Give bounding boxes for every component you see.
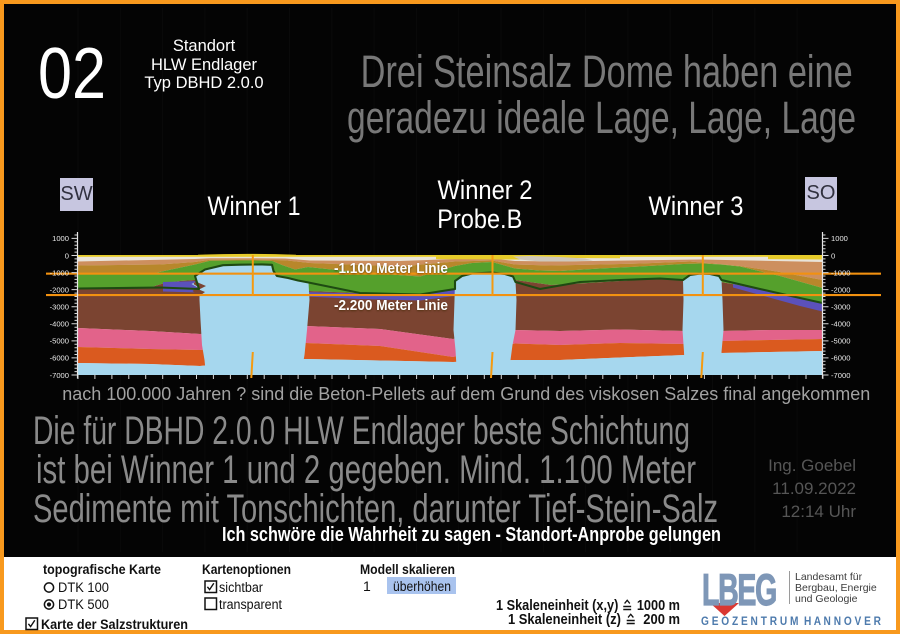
svg-text:-2000: -2000 (50, 285, 69, 294)
svg-text:-7000: -7000 (50, 371, 69, 380)
svg-text:-1000: -1000 (50, 268, 69, 277)
svg-text:-6000: -6000 (831, 354, 850, 363)
svg-text:-5000: -5000 (831, 337, 850, 346)
svg-text:-2000: -2000 (831, 285, 850, 294)
svg-text:-4000: -4000 (50, 320, 69, 329)
svg-text:-5000: -5000 (50, 337, 69, 346)
svg-text:1000: 1000 (831, 234, 848, 243)
svg-text:-1000: -1000 (831, 268, 850, 277)
svg-text:0: 0 (65, 251, 69, 260)
svg-text:0: 0 (831, 251, 835, 260)
svg-text:1000: 1000 (52, 234, 69, 243)
svg-text:-7000: -7000 (831, 371, 850, 380)
svg-text:-6000: -6000 (50, 354, 69, 363)
svg-text:-3000: -3000 (831, 303, 850, 312)
svg-text:-3000: -3000 (50, 303, 69, 312)
svg-text:-4000: -4000 (831, 320, 850, 329)
